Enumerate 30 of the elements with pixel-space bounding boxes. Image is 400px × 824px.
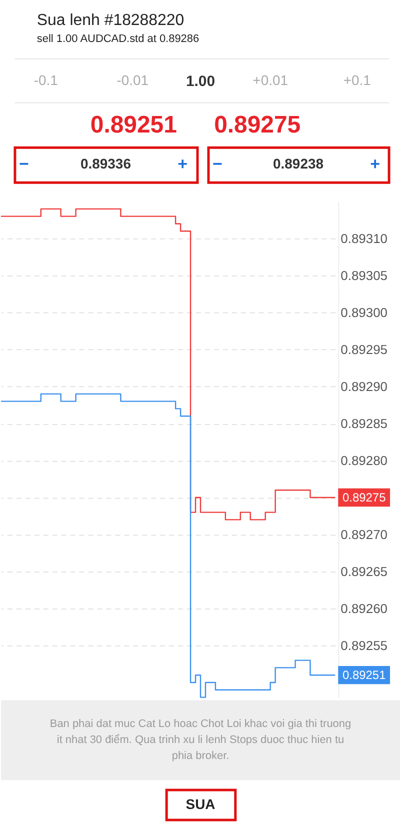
- text: 0.89336: [80, 156, 132, 172]
- y-tick-label: 0.89295: [340, 342, 388, 358]
- text: 0.89275: [214, 112, 301, 139]
- text: +0.1: [343, 72, 372, 88]
- text: SUA: [186, 796, 216, 812]
- text: −: [18, 154, 29, 174]
- text: +0.01: [252, 72, 288, 88]
- text: +: [178, 154, 188, 174]
- y-tick-label: 0.89270: [340, 526, 388, 542]
- text: 0.89238: [273, 156, 324, 172]
- y-tick-label: 0.89300: [340, 305, 388, 320]
- text: +: [370, 154, 380, 174]
- y-tick-label: 0.89305: [340, 268, 388, 284]
- text: -0.1: [34, 72, 58, 88]
- text: 1.00: [186, 72, 216, 90]
- text: 0.89251: [342, 668, 386, 682]
- y-tick-label: 0.89285: [340, 416, 388, 431]
- y-tick-label: 0.89260: [340, 600, 388, 616]
- y-tick-label: 0.89255: [340, 638, 388, 653]
- y-tick-label: 0.89310: [340, 231, 388, 246]
- chart-subtitle: sell 1.00 AUDCAD.std at 0.89286: [36, 32, 200, 45]
- y-tick-label: 0.89280: [340, 452, 388, 468]
- text: Ban phai dat muc Cat Lo hoac Chot Loi khac voi gia thi truong it nhat 30 điểm. Qua trinh xu li lenh Stops duoc thuc hien tu phia broker.: [50, 718, 352, 762]
- y-tick-label: 0.89265: [340, 564, 388, 579]
- chart-title: Sua lenh #18288220: [36, 12, 184, 29]
- text: −: [212, 154, 223, 174]
- text: 0.89275: [342, 490, 386, 504]
- text: 0.89251: [90, 112, 177, 139]
- y-tick-label: 0.89290: [340, 379, 388, 394]
- text: -0.01: [116, 72, 149, 88]
